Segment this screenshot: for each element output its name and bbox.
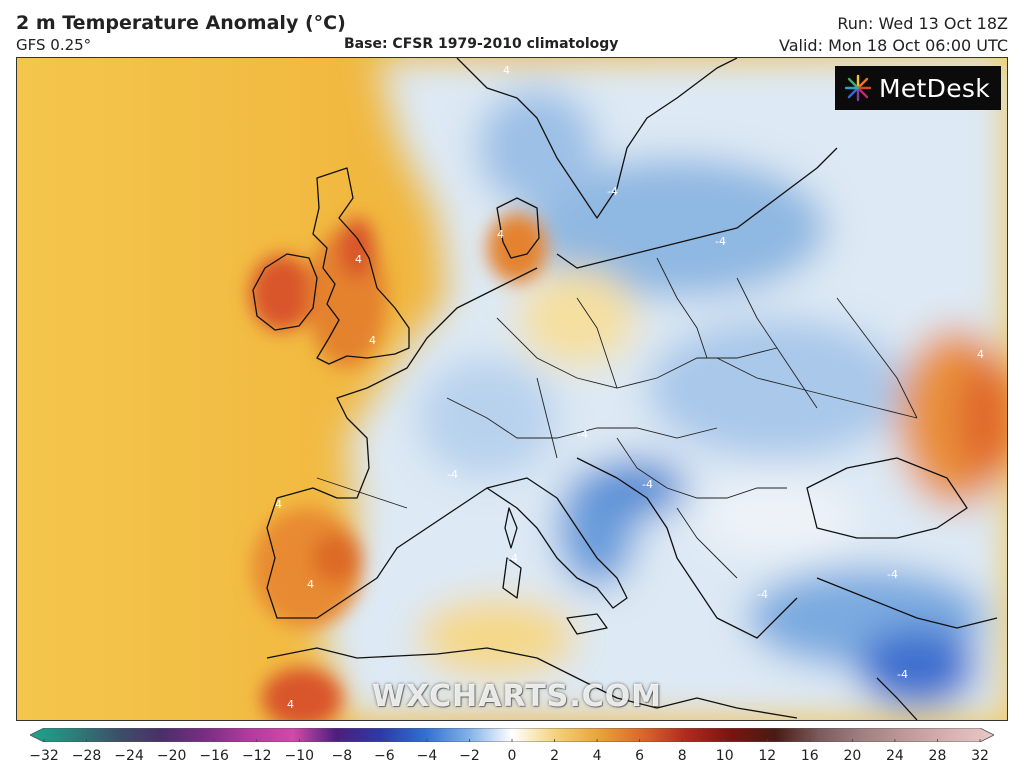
colorbar	[30, 728, 994, 742]
colorbar-tick-label: 32	[971, 748, 989, 764]
contour-label: -4	[897, 668, 908, 681]
contour-label: 4	[275, 498, 282, 511]
colorbar-tick-label: 2	[550, 748, 559, 764]
colorbar-tick-label: 28	[928, 748, 947, 764]
country-borders	[316, 257, 918, 579]
temperature-anomaly-map: 4 4 4 -4 -4 -4 -4 -4 4 4 4 4 4 -4 -4 -4 …	[16, 57, 1008, 721]
colorbar-tick-label: −24	[114, 748, 144, 764]
contour-label: 4	[497, 228, 504, 241]
colorbar-tick-label: −12	[241, 748, 272, 764]
contour-label: 4	[307, 578, 314, 591]
contour-label: 4	[503, 64, 510, 77]
sunburst-logo-icon	[844, 74, 872, 102]
colorbar-tick-label: 4	[592, 748, 602, 764]
valid-time-label: Valid: Mon 18 Oct 06:00 UTC	[779, 36, 1008, 55]
contour-label: 4	[355, 253, 362, 266]
logo-text: MetDesk	[879, 73, 990, 103]
colorbar-tick-label: 24	[885, 748, 904, 764]
colorbar-tick-label: 16	[800, 748, 819, 764]
colorbar-gradient	[30, 728, 994, 742]
colorbar-tick-label: 20	[843, 748, 862, 764]
chart-title: 2 m Temperature Anomaly (°C)	[16, 12, 346, 34]
colorbar-ticks: −32 −28 −24 −20 −16 −12 −10 −8 −6 −4 −2 0 2 4 6 8 10 12 16…	[29, 748, 994, 768]
contour-label: -4	[887, 568, 898, 581]
contour-label: -4	[757, 588, 768, 601]
contour-label: -4	[507, 552, 518, 565]
colorbar-tick-label: 8	[677, 748, 687, 764]
contour-label: -4	[447, 468, 458, 481]
colorbar-tick-label: −28	[71, 748, 102, 764]
colorbar-tick-label: 0	[507, 748, 517, 764]
contour-label: -4	[715, 235, 726, 248]
colorbar-tick-label: −8	[331, 748, 353, 764]
colorbar-tick-label: −10	[284, 748, 315, 764]
metdesk-logo: MetDesk	[835, 66, 1001, 110]
colorbar-tick-label: −4	[416, 748, 438, 764]
contour-label: -4	[577, 428, 588, 441]
watermark: WXCHARTS.COM	[372, 679, 663, 714]
contour-label: -4	[607, 185, 618, 198]
model-label: GFS 0.25°	[16, 36, 92, 54]
run-time-label: Run: Wed 13 Oct 18Z	[837, 14, 1008, 33]
anomaly-field	[317, 58, 1007, 720]
map-canvas: 4 4 4 -4 -4 -4 -4 -4 4 4 4 4 4 -4 -4 -4 …	[17, 58, 1007, 720]
contour-label: 4	[287, 698, 294, 711]
colorbar-tick-label: −20	[156, 748, 187, 764]
coastlines	[252, 58, 998, 720]
colorbar-tick-label: −2	[459, 748, 480, 764]
colorbar-tick-label: 6	[635, 748, 645, 764]
colorbar-tick-label: 10	[715, 748, 734, 764]
contour-label: 4	[369, 334, 376, 347]
colorbar-tick-label: −6	[374, 748, 395, 764]
contour-label: 4	[977, 348, 984, 361]
climatology-base-label: Base: CFSR 1979-2010 climatology	[344, 36, 619, 52]
colorbar-tick-label: −32	[29, 748, 59, 764]
colorbar-tick-label: 12	[758, 748, 777, 764]
colorbar-tick-label: −16	[199, 748, 229, 764]
contour-label: -4	[642, 478, 653, 491]
warm-anomaly-patches	[250, 213, 547, 720]
contour-labels: 4 4 4 -4 -4 -4 -4 -4 4 4 4 4 4 -4 -4 -4 …	[275, 64, 984, 711]
